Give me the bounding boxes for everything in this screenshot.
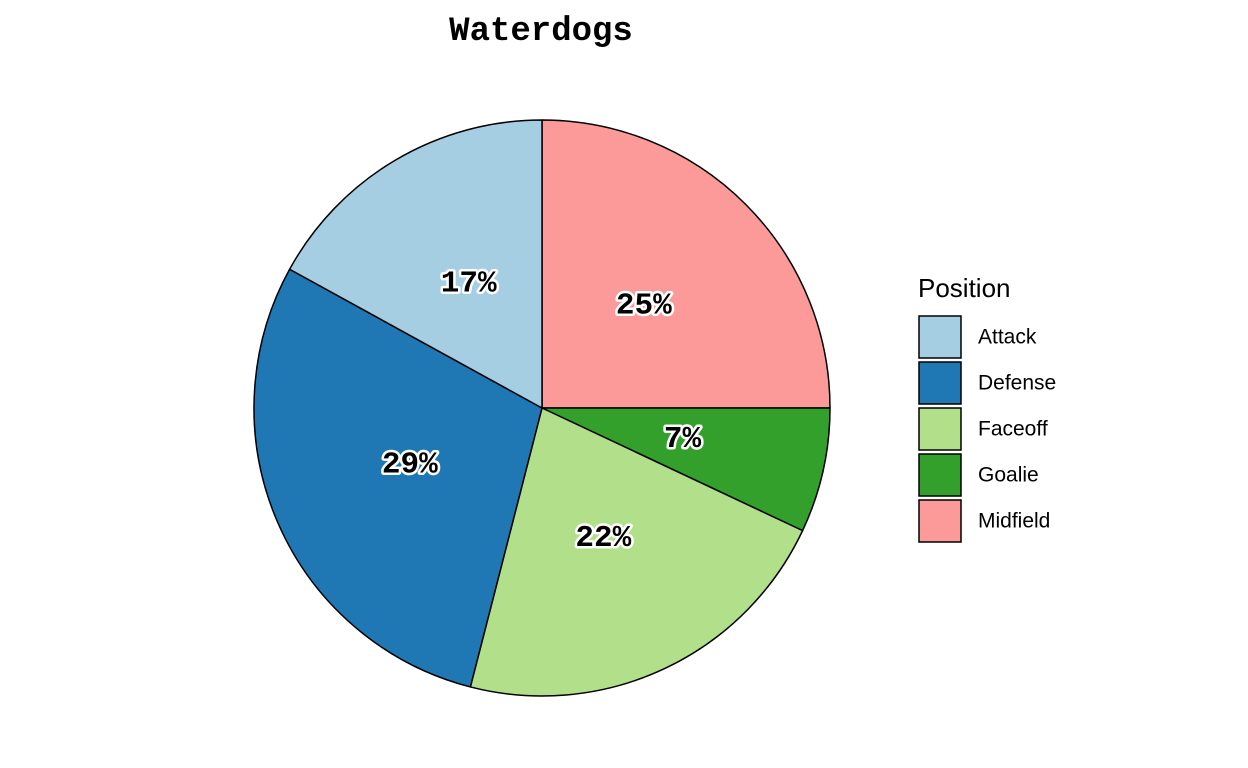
legend-swatch-faceoff — [918, 407, 962, 451]
pie-slice-labels: 25% 7% 22% 29% 17% — [379, 264, 704, 558]
legend-swatch-goalie — [918, 453, 962, 497]
slice-label-goalie: 7% — [664, 422, 702, 457]
legend-swatch-midfield — [918, 499, 962, 543]
pie-slices — [253, 119, 831, 697]
slice-label-faceoff: 22% — [575, 521, 631, 556]
legend-swatch-attack — [918, 315, 962, 359]
legend: Position Attack Defense Faceoff Goalie Midfi… — [918, 273, 1056, 543]
chart-title: Waterdogs — [449, 13, 633, 51]
pie-slice-defense — [253, 268, 543, 688]
pie-slice-midfield — [541, 119, 831, 409]
legend-label-goalie: Goalie — [978, 464, 1039, 487]
legend-label-faceoff: Faceoff — [978, 418, 1048, 441]
legend-label-defense: Defense — [978, 372, 1056, 395]
slice-label-midfield: 25% — [616, 289, 672, 324]
legend-swatch-defense — [918, 361, 962, 405]
legend-title: Position — [918, 273, 1011, 303]
pie-slice-faceoff — [469, 407, 804, 697]
pie-slice-goalie — [541, 407, 831, 532]
pie-slice-attack — [288, 119, 543, 409]
legend-items: Attack Defense Faceoff Goalie Midfield — [918, 315, 1056, 543]
legend-label-attack: Attack — [978, 326, 1037, 349]
legend-label-midfield: Midfield — [978, 510, 1050, 533]
slice-label-attack: 17% — [441, 267, 497, 302]
slice-label-defense: 29% — [382, 448, 438, 483]
